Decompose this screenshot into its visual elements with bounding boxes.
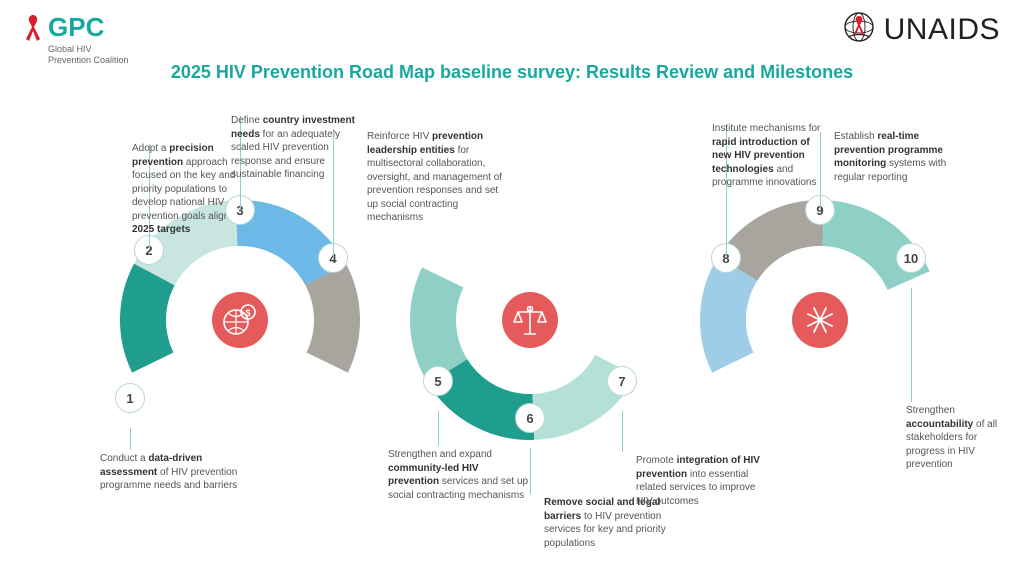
connector-5: [438, 411, 439, 446]
connector-6: [530, 448, 531, 494]
roadmap-icon-hands: [792, 292, 848, 348]
segment-label-8: Institute mechanisms for rapid introduct…: [712, 122, 830, 190]
roadmap-segment-8: [723, 269, 738, 363]
roadmap-segment-9: [738, 223, 824, 269]
roadmap-segment-7: [533, 366, 615, 417]
segment-number-5: 5: [423, 366, 453, 396]
segment-number-10: 10: [896, 243, 926, 273]
roadmap-segment-5: [433, 277, 448, 371]
roadmap-icon-globe-money: $: [212, 292, 268, 348]
segment-label-1: Conduct a data-driven assessment of HIV …: [100, 452, 240, 493]
connector-9: [820, 132, 821, 210]
roadmap-segment-4: [326, 274, 337, 362]
segment-label-7: Promote integration of HIV prevention in…: [636, 454, 764, 508]
segment-label-10: Strengthen accountability of all stakeho…: [906, 404, 1018, 472]
connector-1: [130, 428, 131, 450]
segment-number-1: 1: [115, 383, 145, 413]
roadmap-icon-scales: [502, 292, 558, 348]
connector-4: [333, 132, 334, 258]
segment-number-6: 6: [515, 403, 545, 433]
connector-7: [622, 411, 623, 452]
segment-label-5: Strengthen and expand community-led HIV …: [388, 448, 532, 502]
segment-label-4: Reinforce HIV prevention leadership enti…: [367, 130, 511, 225]
segment-label-9: Establish real-time prevention programme…: [834, 130, 970, 184]
roadmap-segment-1: [143, 274, 154, 362]
segment-label-3: Define country investment needs for an a…: [231, 114, 359, 182]
connector-10: [911, 288, 912, 402]
segment-number-7: 7: [607, 366, 637, 396]
roadmap-segment-10: [823, 223, 908, 280]
svg-text:$: $: [245, 308, 250, 318]
